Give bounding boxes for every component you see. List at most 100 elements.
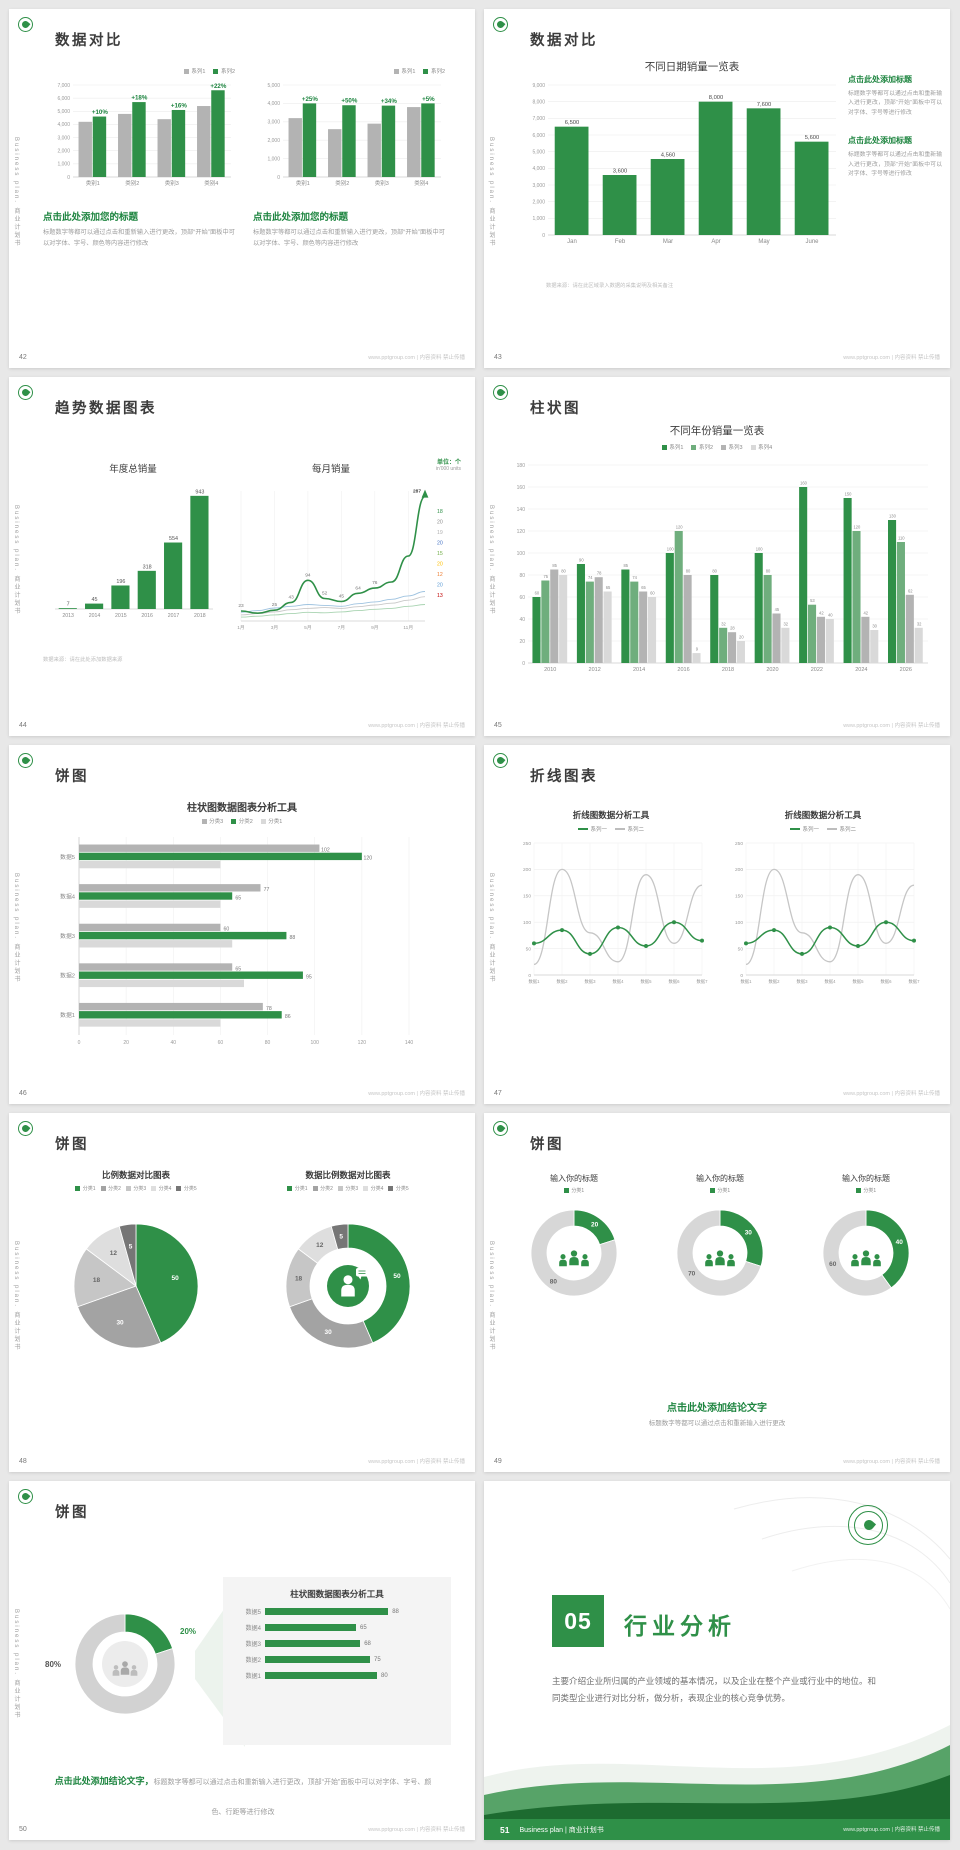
svg-text:Mar: Mar xyxy=(663,239,673,245)
svg-text:20: 20 xyxy=(739,635,744,640)
svg-text:7: 7 xyxy=(67,602,70,608)
chart-title: 折线图数据分析工具 xyxy=(784,810,862,820)
svg-text:88: 88 xyxy=(290,935,296,941)
legend-swatch xyxy=(577,828,588,830)
svg-text:0: 0 xyxy=(78,1040,81,1046)
svg-text:94: 94 xyxy=(305,572,311,578)
svg-text:4,000: 4,000 xyxy=(532,166,545,172)
svg-text:40: 40 xyxy=(519,617,525,623)
legend-swatch xyxy=(213,68,219,74)
bar-row: 数据5 88 xyxy=(235,1607,439,1616)
sidebar-vertical-text: Business plan. 商业计划书 xyxy=(488,505,494,616)
page-number: 50 xyxy=(19,1826,27,1833)
svg-text:3,600: 3,600 xyxy=(613,169,628,175)
svg-text:60: 60 xyxy=(650,591,655,596)
sidebar-vertical-text: Business plan. 商业计划书 xyxy=(13,505,19,616)
svg-text:43: 43 xyxy=(289,594,295,600)
svg-text:180: 180 xyxy=(517,463,526,469)
grouped-bar-chart: 0204060801001201401601802010607585802012… xyxy=(517,463,928,673)
svg-text:数据7: 数据7 xyxy=(909,978,921,985)
bar-row: 数据3 68 xyxy=(235,1639,439,1648)
svg-text:+18%: +18% xyxy=(131,95,147,102)
donut-panel: 输入你的标题 分类1 30 70 xyxy=(652,1173,788,1311)
svg-text:150: 150 xyxy=(735,894,743,900)
svg-text:120: 120 xyxy=(358,1040,367,1046)
legend-swatch xyxy=(100,1186,106,1191)
svg-text:42: 42 xyxy=(819,610,824,615)
legend-swatch xyxy=(125,1186,131,1191)
bar-compare-panel: 系列1 系列2 0 1,000 2,000 3,000 4,000 5,000 6,000 7,0… xyxy=(43,67,235,249)
bar-row: 数据2 75 xyxy=(235,1655,439,1664)
donut-chart: 20% 80% xyxy=(45,1613,196,1715)
svg-text:3,000: 3,000 xyxy=(267,120,280,126)
brand-logo-icon xyxy=(18,17,33,32)
svg-text:20: 20 xyxy=(437,562,443,568)
legend-swatch xyxy=(176,1186,182,1191)
svg-text:2,000: 2,000 xyxy=(532,199,545,205)
svg-text:50: 50 xyxy=(738,946,744,952)
legend-label: 分类1 xyxy=(294,1186,308,1192)
svg-text:2014: 2014 xyxy=(89,613,101,619)
bar-row-value: 80 xyxy=(381,1672,388,1679)
chart-subtitle: 年度总销量 xyxy=(109,464,157,475)
svg-text:65: 65 xyxy=(235,895,241,901)
slide-47: Business plan. 商业计划书 折线图表 47 www.pptgroup.c… xyxy=(484,745,950,1104)
chart-title: 输入你的标题 xyxy=(550,1174,598,1183)
legend-swatch xyxy=(201,818,207,824)
sidebar-vertical-text: Business plan. 商业计划书 xyxy=(488,1241,494,1352)
legend-label: 分类2 xyxy=(320,1186,333,1192)
svg-text:23: 23 xyxy=(238,603,244,609)
svg-text:120: 120 xyxy=(853,525,861,530)
svg-text:7,000: 7,000 xyxy=(532,116,545,122)
svg-text:32: 32 xyxy=(783,621,788,626)
svg-text:7,000: 7,000 xyxy=(57,83,70,89)
legend-item: 分类4 xyxy=(151,1185,171,1192)
legend-item: 分类2 xyxy=(312,1185,333,1192)
legend-item: 系列3 xyxy=(721,443,743,451)
legend-item: 系列2 xyxy=(213,67,235,75)
legend-label: 分类3 xyxy=(133,1186,147,1192)
slide-42: Business plan. 商业计划书 数据对比 42 www.pptgroup.c… xyxy=(9,9,475,368)
svg-text:85: 85 xyxy=(552,563,557,568)
svg-text:数据2: 数据2 xyxy=(60,972,75,980)
svg-text:+16%: +16% xyxy=(171,102,187,109)
svg-text:40: 40 xyxy=(171,1040,177,1046)
svg-text:70: 70 xyxy=(688,1271,696,1278)
svg-text:0: 0 xyxy=(277,175,280,181)
svg-text:80: 80 xyxy=(561,569,566,574)
svg-text:June: June xyxy=(805,239,819,245)
legend-item: 分类2 xyxy=(100,1185,121,1192)
section-number: 05 xyxy=(552,1595,604,1647)
slide-50: Business plan. 商业计划书 饼图 50 www.pptgroup.com… xyxy=(9,1481,475,1840)
legend-item: 分类2 xyxy=(231,817,253,825)
svg-text:150: 150 xyxy=(523,894,531,900)
svg-text:60: 60 xyxy=(519,595,525,601)
svg-text:数据3: 数据3 xyxy=(585,978,597,985)
text-block: 点击此处添加标题 标题数字等都可以通过点击和重新输入进行更改，顶部“开始”面板中可… xyxy=(848,136,942,179)
svg-text:2017: 2017 xyxy=(168,613,180,619)
legend-item: 分类3 xyxy=(201,817,223,825)
svg-text:30: 30 xyxy=(116,1320,124,1327)
svg-text:78: 78 xyxy=(597,571,602,576)
svg-text:5,000: 5,000 xyxy=(532,149,545,155)
sidebar-vertical-text: Business plan. 商业计划书 xyxy=(13,137,19,248)
legend-label: 系列2 xyxy=(698,445,713,451)
grouped-bar-chart: 0 1,000 2,000 3,000 4,000 5,000 类别1 +25% 类别2 +50%… xyxy=(267,83,441,187)
chart-title: 不同年份销量一览表 xyxy=(669,425,765,437)
legend-label: 系列1 xyxy=(191,69,206,75)
svg-text:110: 110 xyxy=(898,536,905,541)
footer-text: www.pptgroup.com | 内容资料 禁止传播 xyxy=(368,723,465,729)
svg-text:287: 287 xyxy=(413,489,421,495)
legend-label: 系列1 xyxy=(669,445,684,451)
chart-legend: 系列一 系列二 xyxy=(724,825,922,833)
bar-list-panel: 柱状图数据图表分析工具 数据5 88 数据4 65 数据3 68 数据2 75 数据1 80 xyxy=(223,1577,451,1745)
footer-page-number: 51 xyxy=(500,1824,510,1835)
svg-text:2,000: 2,000 xyxy=(57,149,70,155)
legend-swatch xyxy=(789,828,800,830)
chart-legend: 分类1 分类2 分类3 分类4 分类5 xyxy=(247,1185,449,1192)
legend-label: 分类4 xyxy=(158,1186,172,1192)
svg-text:2018: 2018 xyxy=(722,667,734,673)
text-column: 点击此处添加标题 标题数字等都可以通过点击和重新输入进行更改，顶部“开始”面板中可… xyxy=(848,75,942,180)
svg-text:100: 100 xyxy=(517,551,526,557)
